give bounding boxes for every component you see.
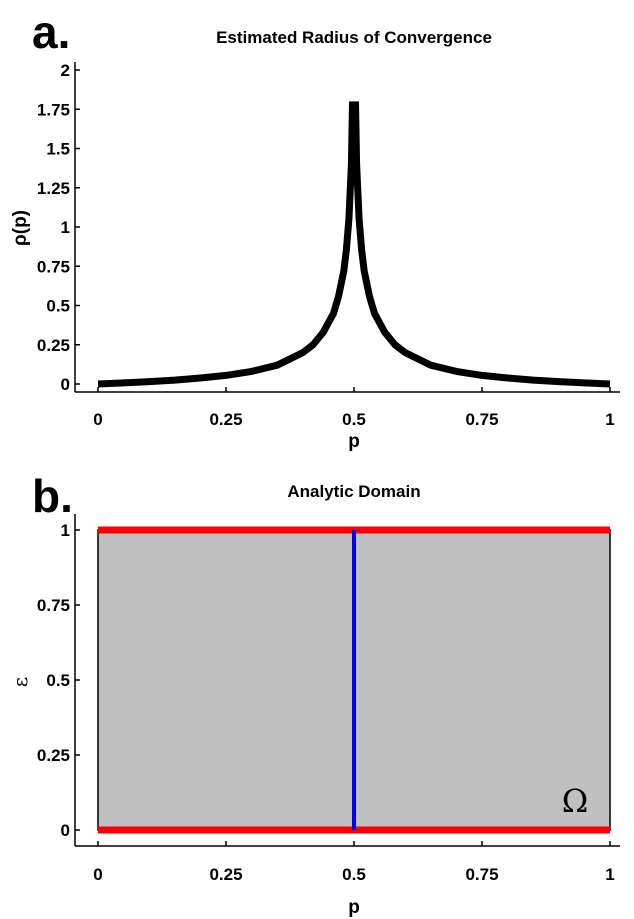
panel-a-x-tick-label: 0.75: [465, 410, 498, 429]
omega-label: Ω: [562, 782, 589, 820]
panel-a-x-label: p: [348, 431, 360, 452]
panel-a-y-tick-label: 1.25: [37, 179, 70, 198]
panel-b-x-label: p: [348, 897, 360, 918]
panel-a-y-tick-label: 0.25: [37, 336, 70, 355]
panel-b-letter: b.: [32, 470, 73, 522]
panel-a-letter: a.: [32, 6, 70, 58]
panel-b-y-tick-label: 0.25: [37, 746, 70, 765]
panel-b-y-tick-label: 0.5: [46, 671, 70, 690]
panel-b-x-tick-label: 0: [93, 865, 102, 884]
panel-a-x-tick-label: 1: [605, 410, 614, 429]
panel-b-title: Analytic Domain: [287, 482, 420, 501]
panel-b-y-tick-label: 0.75: [37, 596, 70, 615]
panel-a-y-tick-label: 2: [61, 61, 70, 80]
panel-a-x-tick-label: 0.25: [209, 410, 242, 429]
panel-a-y-ticks: 0 0.25 0.5 0.75 1 1.25 1.5 1.75 2: [37, 61, 80, 394]
panel-a-curve: [97, 101, 611, 388]
panel-a-x-tick-label: 0: [93, 410, 102, 429]
panel-b-x-tick-label: 0.5: [342, 865, 366, 884]
panel-b: b. Analytic Domain Ω 0 0.25 0.5 0.75 1 0 0.25…: [8, 470, 620, 918]
panel-a-y-label: ρ(p): [10, 210, 31, 246]
panel-b-x-ticks: 0 0.25 0.5 0.75 1: [93, 841, 615, 884]
panel-b-y-tick-label: 1: [61, 521, 70, 540]
panel-b-x-tick-label: 0.25: [209, 865, 242, 884]
panel-b-x-tick-label: 1: [605, 865, 614, 884]
panel-a-title: Estimated Radius of Convergence: [216, 28, 492, 47]
panel-a-y-tick-label: 0.75: [37, 257, 70, 276]
panel-b-y-tick-label: 0: [61, 821, 70, 840]
panel-a-x-ticks: 0 0.25 0.5 0.75 1: [93, 387, 615, 429]
panel-a-y-tick-label: 1.75: [37, 100, 70, 119]
panel-a: a. Estimated Radius of Convergence 0 0.25…: [10, 6, 620, 452]
panel-a-y-tick-label: 0.5: [46, 297, 70, 316]
panel-b-y-ticks: 0 0.25 0.5 0.75 1: [37, 521, 80, 840]
panel-b-y-label: ε: [8, 677, 32, 687]
panel-a-y-tick-label: 1.5: [46, 140, 70, 159]
panel-a-y-tick-label: 1: [61, 218, 70, 237]
panel-b-x-tick-label: 0.75: [465, 865, 498, 884]
panel-a-y-tick-label: 0: [61, 375, 70, 394]
panel-a-x-tick-label: 0.5: [342, 410, 366, 429]
